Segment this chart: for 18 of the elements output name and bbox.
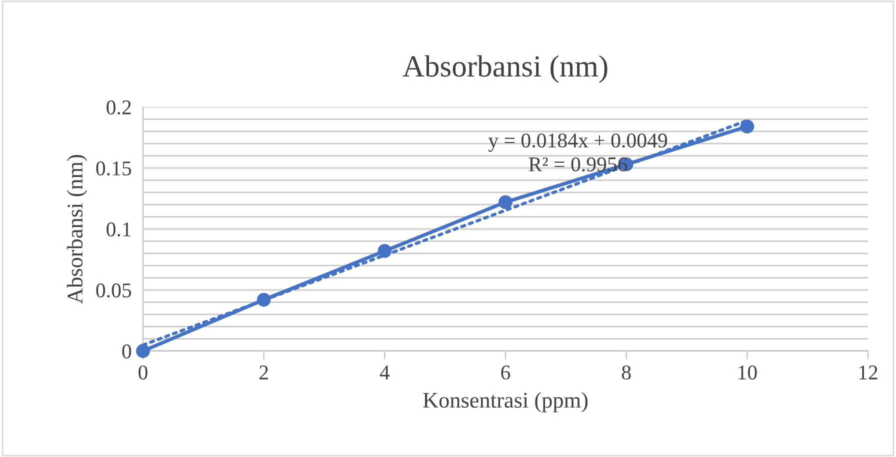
x-axis-title: Konsentrasi (ppm): [423, 392, 588, 412]
y-axis-title: Absorbansi (nm): [66, 154, 88, 304]
annotation: y = 0.0184x + 0.0049: [488, 133, 668, 152]
x-tick-label: 4: [380, 366, 390, 380]
x-tick-label: 0: [138, 365, 148, 380]
chart-title: Absorbansi (nm): [402, 55, 608, 83]
point: [740, 120, 754, 134]
y-tick-label: 0: [122, 344, 132, 358]
x-tick-label: 2: [260, 366, 268, 380]
y-tick-label: 0.1: [106, 222, 131, 237]
point: [498, 195, 512, 210]
x-tick-label: 12: [859, 366, 878, 380]
x-tick-label: 10: [738, 365, 757, 380]
x-tick-label: 6: [501, 366, 510, 380]
y-tick-label: 0.2: [106, 100, 131, 115]
x-tick-label: 8: [622, 365, 631, 380]
y-tick-label: 0.05: [96, 283, 132, 298]
y-tick-label: 0.15: [96, 161, 132, 176]
